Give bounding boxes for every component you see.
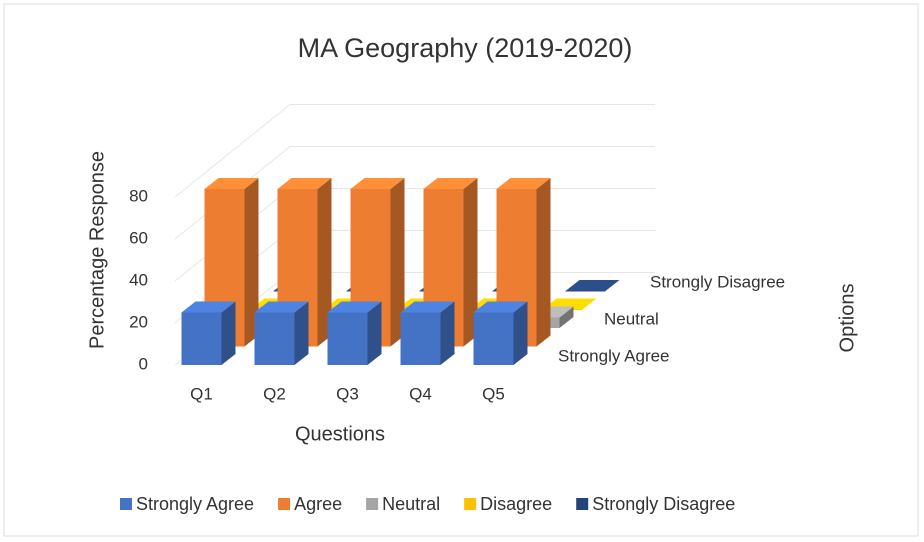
legend-label: Neutral bbox=[382, 494, 440, 514]
bar-side bbox=[221, 301, 236, 365]
bar-top bbox=[496, 178, 551, 189]
legend-label: Disagree bbox=[480, 494, 552, 514]
legend-swatch bbox=[464, 498, 477, 510]
bar-front bbox=[327, 312, 368, 365]
legend-swatch bbox=[576, 498, 589, 510]
bar-top bbox=[423, 178, 478, 189]
bar bbox=[473, 301, 528, 365]
bar-top bbox=[473, 301, 528, 313]
y-tick-label: 80 bbox=[129, 186, 148, 205]
bar-top bbox=[400, 301, 455, 313]
x-tick-label: Q2 bbox=[263, 384, 286, 403]
x-tick-label: Q5 bbox=[482, 384, 505, 403]
bar-side bbox=[440, 301, 455, 365]
bar-front bbox=[565, 291, 606, 292]
bar bbox=[181, 301, 236, 365]
legend-swatch bbox=[120, 498, 132, 510]
x-axis-title: Questions bbox=[295, 423, 385, 445]
x-tick-label: Q4 bbox=[409, 384, 432, 403]
bar-side bbox=[317, 178, 332, 347]
grid-line bbox=[174, 104, 655, 198]
depth-tick-label: Neutral bbox=[604, 309, 659, 328]
bar-front bbox=[254, 312, 295, 365]
bar bbox=[565, 280, 620, 292]
bar-top bbox=[327, 301, 382, 313]
chart-title: MA Geography (2019-2020) bbox=[298, 33, 633, 63]
bar-front bbox=[473, 312, 514, 365]
bar-side bbox=[244, 178, 259, 347]
x-tick-label: Q1 bbox=[190, 384, 213, 403]
y-tick-label: 40 bbox=[129, 270, 148, 289]
bar-side bbox=[367, 301, 382, 365]
bar-top bbox=[204, 178, 259, 189]
bar-side bbox=[390, 178, 405, 347]
legend-label: Strongly Agree bbox=[136, 494, 254, 514]
z-axis-title: Options bbox=[836, 284, 858, 353]
bar-side bbox=[463, 178, 478, 347]
bar-top bbox=[254, 301, 309, 313]
depth-tick-label: Strongly Agree bbox=[558, 346, 670, 365]
bar-side bbox=[294, 301, 309, 365]
bar-top bbox=[277, 178, 332, 189]
bar-side bbox=[513, 301, 528, 365]
bar-top bbox=[181, 301, 236, 313]
bar-front bbox=[181, 312, 222, 365]
bar bbox=[327, 301, 382, 365]
grid-segment bbox=[174, 104, 655, 198]
bar-side bbox=[536, 178, 551, 347]
bar bbox=[400, 301, 455, 365]
legend-swatch bbox=[278, 498, 291, 510]
legend-label: Strongly Disagree bbox=[592, 494, 735, 514]
bar-front bbox=[400, 312, 441, 365]
bar bbox=[254, 301, 309, 365]
bar-top bbox=[350, 178, 405, 189]
bar-top bbox=[565, 280, 620, 291]
legend-label: Agree bbox=[294, 494, 342, 514]
x-tick-label: Q3 bbox=[336, 384, 359, 403]
y-tick-label: 20 bbox=[129, 312, 148, 331]
legend-swatch bbox=[366, 498, 379, 510]
y-axis-title: Percentage Response bbox=[86, 151, 108, 349]
bar-side bbox=[559, 306, 574, 328]
y-tick-label: 0 bbox=[139, 354, 148, 373]
depth-tick-label: Strongly Disagree bbox=[650, 272, 785, 291]
y-tick-label: 60 bbox=[129, 228, 148, 247]
